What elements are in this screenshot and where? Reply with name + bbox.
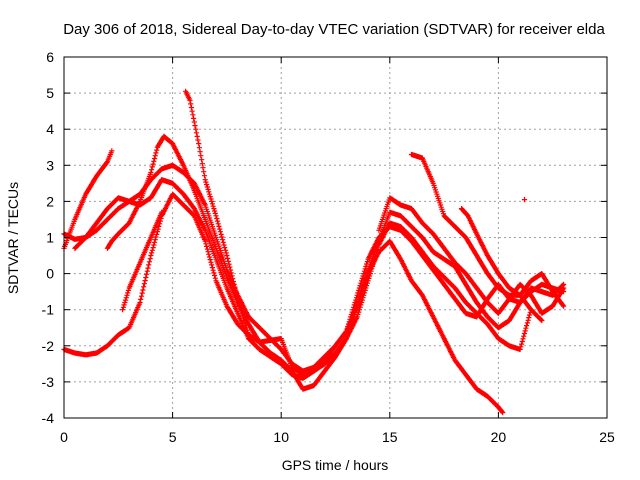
series-track-6	[120, 209, 165, 313]
data-point-marks	[408, 151, 545, 324]
x-tick-label: 5	[169, 429, 177, 445]
series-isolated-point	[521, 197, 528, 203]
y-tick-label: -4	[42, 410, 55, 426]
y-tick-label: -2	[42, 338, 55, 354]
y-tick-label: -1	[42, 302, 55, 318]
y-tick-label: 2	[46, 193, 54, 209]
chart-title: Day 306 of 2018, Sidereal Day-to-day VTE…	[63, 21, 605, 38]
data-point-marks	[104, 133, 567, 392]
x-tick-label: 0	[60, 429, 68, 445]
series-track-7	[183, 88, 252, 338]
y-axis-label: SDTVAR / TECUs	[5, 182, 21, 294]
y-tick-label: 1	[46, 230, 54, 246]
data-point-marks	[376, 195, 567, 316]
data-point-marks	[521, 197, 528, 203]
series-track-9	[408, 151, 545, 324]
x-tick-label: 20	[491, 429, 507, 445]
y-tick-label: 4	[46, 121, 54, 137]
data-marks	[61, 88, 567, 416]
series-track-5	[104, 133, 567, 392]
grid	[64, 57, 607, 418]
data-point-marks	[458, 206, 567, 309]
x-tick-label: 15	[382, 429, 398, 445]
x-axis-label: GPS time / hours	[282, 457, 389, 473]
y-tick-label: 0	[46, 266, 54, 282]
y-tick-label: -3	[42, 374, 55, 390]
y-tick-label: 6	[46, 49, 54, 65]
y-tick-label: 5	[46, 85, 54, 101]
axis-ticks: 0 5 10 15 20 25 -4 -3 -2 -1 0 1 2 3 4 5 6	[42, 49, 615, 445]
series-track-8	[376, 195, 567, 316]
y-tick-label: 3	[46, 157, 54, 173]
x-tick-label: 25	[599, 429, 615, 445]
data-point-marks	[120, 209, 165, 313]
x-tick-label: 10	[273, 429, 289, 445]
data-point-marks	[183, 88, 252, 338]
series-track-10	[458, 206, 567, 309]
